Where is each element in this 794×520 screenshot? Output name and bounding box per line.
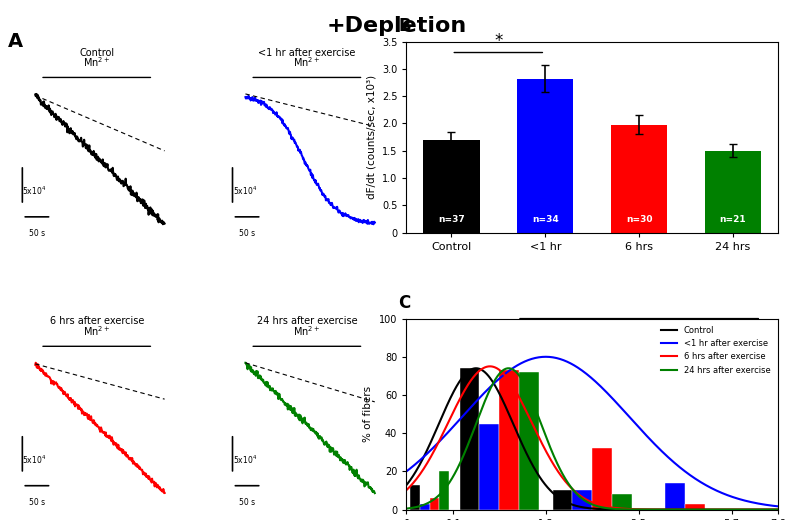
Text: Mn$^{2+}$: Mn$^{2+}$ bbox=[83, 324, 110, 339]
Text: Mn$^{2+}$: Mn$^{2+}$ bbox=[83, 56, 110, 70]
Text: After exercise: After exercise bbox=[601, 337, 677, 348]
Bar bbox=[439, 472, 449, 510]
Text: 50 s: 50 s bbox=[29, 498, 45, 506]
Y-axis label: dF/dt (counts/sec, x10³): dF/dt (counts/sec, x10³) bbox=[366, 75, 376, 199]
Text: +Depletion: +Depletion bbox=[327, 16, 467, 35]
Text: Mn$^{2+}$: Mn$^{2+}$ bbox=[293, 324, 321, 339]
Text: 50 s: 50 s bbox=[239, 498, 255, 506]
Text: n=21: n=21 bbox=[719, 215, 746, 225]
Bar bbox=[480, 424, 499, 510]
Bar bbox=[685, 504, 705, 510]
Text: Mn$^{2+}$: Mn$^{2+}$ bbox=[293, 56, 321, 70]
Text: 24 hrs after exercise: 24 hrs after exercise bbox=[256, 317, 357, 327]
Text: A: A bbox=[8, 32, 23, 51]
Text: 50 s: 50 s bbox=[239, 229, 255, 238]
Bar bbox=[420, 504, 430, 510]
Bar bbox=[611, 125, 667, 232]
Bar bbox=[410, 485, 420, 510]
Legend: Control, <1 hr after exercise, 6 hrs after exercise, 24 hrs after exercise: Control, <1 hr after exercise, 6 hrs aft… bbox=[657, 323, 774, 378]
Bar bbox=[705, 151, 761, 232]
Text: n=30: n=30 bbox=[626, 215, 653, 225]
Bar bbox=[572, 490, 592, 510]
Text: 5x10$^4$: 5x10$^4$ bbox=[233, 453, 256, 466]
Bar bbox=[423, 140, 480, 232]
Text: Control: Control bbox=[79, 47, 114, 58]
Text: C: C bbox=[399, 294, 410, 312]
Bar bbox=[592, 448, 612, 510]
Text: 5x10$^4$: 5x10$^4$ bbox=[22, 185, 47, 197]
Text: 5x10$^4$: 5x10$^4$ bbox=[233, 185, 256, 197]
Bar bbox=[460, 368, 480, 510]
Text: B: B bbox=[399, 17, 411, 35]
Text: n=37: n=37 bbox=[438, 215, 464, 225]
Text: 50 s: 50 s bbox=[29, 229, 45, 238]
Y-axis label: % of fibers: % of fibers bbox=[364, 386, 373, 442]
Text: <1 hr after exercise: <1 hr after exercise bbox=[258, 47, 356, 58]
Bar bbox=[553, 490, 572, 510]
Text: 6 hrs after exercise: 6 hrs after exercise bbox=[49, 317, 144, 327]
Bar bbox=[612, 495, 632, 510]
Bar bbox=[517, 79, 573, 232]
Text: 5x10$^4$: 5x10$^4$ bbox=[22, 453, 47, 466]
Bar bbox=[430, 498, 439, 510]
Text: n=34: n=34 bbox=[532, 215, 559, 225]
Bar bbox=[519, 372, 539, 510]
Bar bbox=[499, 370, 519, 510]
Text: *: * bbox=[494, 32, 503, 50]
Bar bbox=[665, 483, 685, 510]
